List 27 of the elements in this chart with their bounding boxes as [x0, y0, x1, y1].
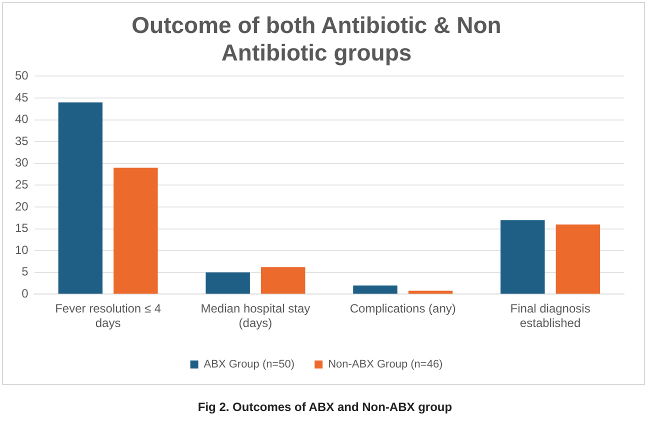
y-tick-label: 45: [14, 90, 29, 104]
chart-title: Outcome of both Antibiotic & Non Antibiotic groups: [132, 12, 502, 66]
bar: [353, 285, 398, 294]
bar: [58, 102, 103, 294]
x-tick-label: Median hospital stay (days): [200, 302, 310, 330]
y-tick-label: 25: [14, 178, 29, 192]
x-tick-label: Final diagnosis established: [510, 302, 590, 330]
bar: [556, 224, 600, 294]
bar: [408, 290, 453, 294]
y-tick-label: 30: [14, 156, 29, 170]
legend-label: Non-ABX Group (n=46): [328, 358, 443, 371]
y-tick-label: 0: [22, 286, 29, 301]
y-tick-label: 5: [22, 264, 29, 279]
y-tick-label: 20: [14, 199, 29, 214]
bar: [206, 272, 250, 294]
y-tick-label: 10: [14, 242, 29, 257]
bar: [500, 220, 545, 294]
y-tick-label: 15: [14, 221, 29, 236]
y-tick-label: 35: [14, 134, 29, 148]
x-tick-label: Fever resolution ≤ 4 days: [55, 302, 162, 330]
y-tick-label: 40: [14, 112, 29, 126]
legend-label: ABX Group (n=50): [204, 358, 295, 371]
y-tick-label: 50: [14, 68, 29, 83]
bar: [260, 267, 306, 294]
x-tick-label: Complications (any): [350, 302, 456, 316]
caption: Fig 2. Outcomes of ABX and Non-ABX group: [196, 400, 454, 414]
bar: [114, 168, 158, 294]
